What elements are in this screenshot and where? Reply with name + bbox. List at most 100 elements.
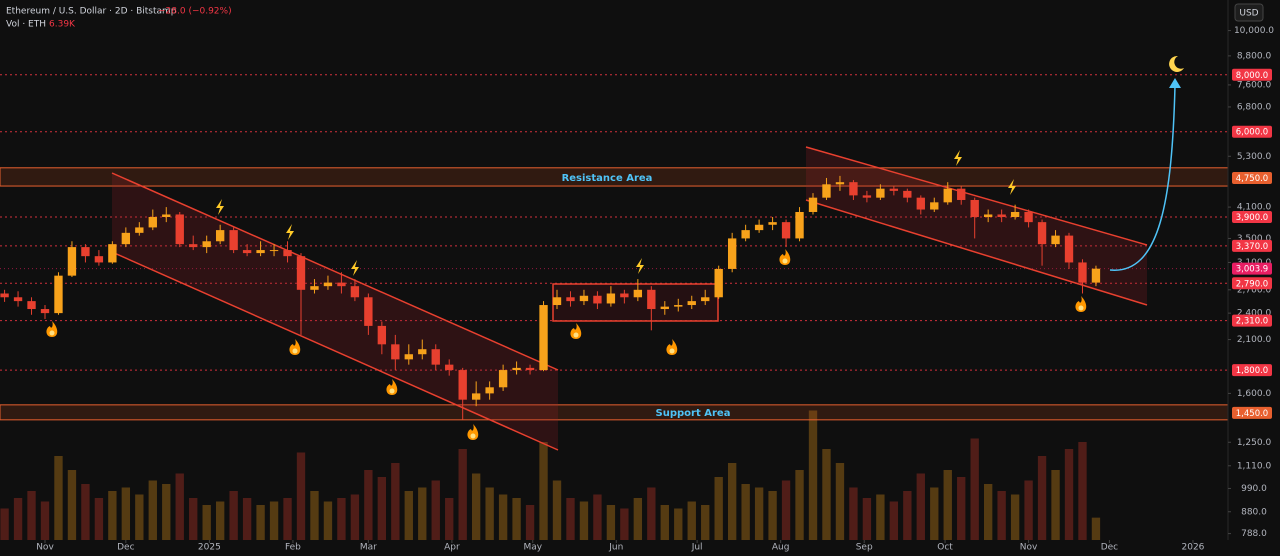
candle-body — [148, 216, 157, 228]
candle-body — [957, 188, 966, 200]
price-label-box — [1232, 364, 1272, 377]
x-tick-label: Dec — [117, 543, 134, 553]
volume-bar — [1024, 480, 1033, 540]
volume-bar — [485, 487, 494, 540]
y-tick-label: 3,500.0 — [1237, 234, 1272, 244]
candle-body — [121, 232, 131, 245]
y-tick-label: 1,250.0 — [1237, 438, 1272, 448]
candle-body — [445, 364, 454, 371]
volume-bar — [849, 487, 858, 540]
volume-bar — [404, 491, 413, 540]
candle-body — [81, 247, 90, 257]
last-price-label: 3,003.9 — [1236, 265, 1268, 275]
volume-bar — [471, 473, 481, 540]
price-label-box — [1232, 239, 1272, 252]
candle-body — [593, 295, 602, 304]
candle-body — [0, 293, 9, 298]
y-tick-label: 10,000.0 — [1234, 26, 1274, 36]
candle-body — [525, 367, 535, 371]
flame-icon — [570, 323, 582, 339]
price-label: 6,000.0 — [1236, 128, 1268, 138]
y-tick-label: 2,700.0 — [1237, 285, 1272, 295]
flame-core — [389, 388, 395, 394]
volume-bar — [687, 501, 696, 540]
price-label: 2,310.0 — [1236, 317, 1268, 327]
channel-line — [805, 146, 1148, 246]
volume-bar — [835, 463, 845, 540]
price-label: 4,750.0 — [1236, 174, 1268, 184]
volume-bar — [391, 463, 400, 540]
y-tick-label: 1,600.0 — [1237, 389, 1272, 399]
candle-body — [633, 289, 643, 298]
price-label-box — [1232, 210, 1272, 223]
candle-body — [997, 214, 1006, 217]
candle-body — [795, 211, 804, 239]
flame-core — [470, 433, 476, 439]
x-tick-label: Oct — [937, 543, 953, 553]
price-label: 3,370.0 — [1236, 242, 1268, 252]
flame-core — [782, 258, 788, 264]
currency-button[interactable] — [1234, 3, 1264, 22]
candle-body — [418, 349, 427, 355]
candle-body — [256, 250, 265, 254]
price-label-box — [1232, 68, 1272, 81]
price-label: 1,450.0 — [1236, 409, 1268, 419]
volume-bar — [795, 470, 804, 540]
channel-fill — [806, 147, 1147, 305]
channel-line — [111, 172, 559, 371]
candle-body — [94, 256, 104, 263]
volume-bar — [256, 505, 265, 540]
candle-body — [1064, 235, 1074, 263]
x-tick-label: Feb — [285, 543, 301, 553]
volume-bar — [0, 508, 9, 540]
y-tick-label: 1,110.0 — [1237, 461, 1272, 471]
volume-bar — [674, 508, 683, 540]
flame-icon — [46, 321, 58, 337]
candle-body — [162, 214, 171, 217]
candle-body — [579, 295, 589, 302]
lightning-icon — [636, 258, 644, 274]
candle-body — [741, 230, 750, 239]
candle-body — [202, 241, 211, 248]
candle-body — [781, 222, 791, 239]
flame-core — [49, 330, 55, 336]
volume-bar — [862, 498, 872, 540]
flame-core — [292, 348, 298, 354]
y-tick-label: 5,300.0 — [1237, 152, 1272, 162]
volume-bar — [323, 501, 333, 540]
x-tick-label: Nov — [1020, 543, 1038, 553]
flame-core — [573, 332, 579, 338]
x-tick-label: 2026 — [1182, 543, 1205, 553]
volume-bar — [660, 505, 669, 540]
volume-bar — [997, 491, 1006, 540]
volume-bar — [1091, 517, 1101, 540]
volume-bar — [593, 494, 602, 540]
candle-body — [822, 184, 831, 198]
candle-body — [674, 305, 683, 307]
y-tick-label: 8,800.0 — [1237, 51, 1272, 61]
candle-body — [404, 354, 413, 360]
candle-body — [808, 197, 818, 212]
volume-bar — [525, 505, 535, 540]
last-price-box — [1232, 262, 1272, 275]
volume-bar — [1051, 470, 1060, 540]
volume-bar — [957, 477, 966, 540]
volume-bar — [283, 498, 292, 540]
price-label: 3,900.0 — [1236, 213, 1268, 223]
flame-icon — [666, 339, 678, 355]
volume-bar — [539, 442, 548, 540]
volume-bar — [94, 498, 104, 540]
lightning-icon — [954, 150, 962, 166]
currency-label[interactable]: USD — [1239, 9, 1258, 19]
volume-bar — [350, 494, 360, 540]
candle-body — [943, 188, 952, 203]
volume-bar — [916, 473, 925, 540]
volume-bar — [337, 498, 346, 540]
y-tick-label: 4,100.0 — [1237, 203, 1272, 213]
x-tick-label: Dec — [1101, 543, 1118, 553]
volume-bar — [418, 487, 427, 540]
candle-body — [67, 247, 77, 276]
x-tick-label: Mar — [360, 543, 377, 553]
candle-body — [647, 289, 656, 310]
volume-bar — [701, 505, 710, 540]
